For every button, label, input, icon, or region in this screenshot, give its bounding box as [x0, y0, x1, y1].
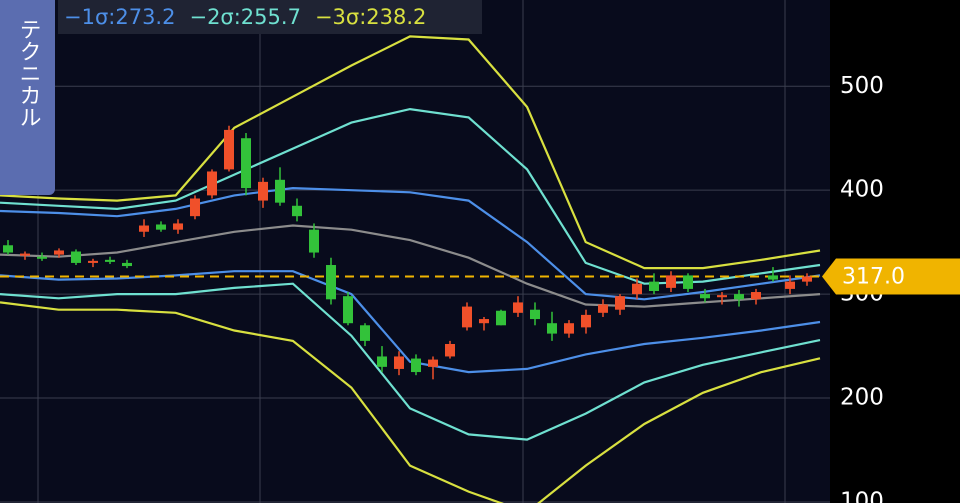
- candle-body: [122, 262, 132, 267]
- candle-body: [54, 250, 64, 255]
- plot-background: [0, 0, 830, 503]
- candle-body: [462, 306, 472, 328]
- candle-body: [700, 294, 710, 299]
- candle-body: [615, 296, 625, 310]
- candle-body: [37, 256, 47, 259]
- candle-body: [258, 181, 268, 201]
- candle-body: [632, 283, 642, 295]
- band-line: [0, 186, 821, 301]
- candle-body: [71, 251, 81, 263]
- candle-body: [190, 198, 200, 217]
- band-line: [0, 35, 821, 270]
- candle-body: [139, 225, 149, 232]
- candle-body: [275, 179, 285, 203]
- candle-body: [530, 309, 540, 320]
- candle-body: [802, 276, 812, 282]
- candle-body: [598, 304, 608, 313]
- candle-body: [428, 359, 438, 367]
- candle-body: [105, 259, 115, 262]
- candle-body: [734, 294, 744, 300]
- candle-body: [649, 281, 659, 291]
- candle-body: [20, 253, 30, 256]
- candle-body: [564, 323, 574, 334]
- band-line: [0, 301, 821, 503]
- band-line: [0, 282, 821, 441]
- price-tag-shape: [822, 258, 960, 295]
- y-tick-label: 200: [840, 385, 884, 411]
- candle-body: [768, 275, 778, 280]
- candle-body: [496, 310, 506, 326]
- candle-body: [224, 129, 234, 170]
- candle-body: [377, 356, 387, 367]
- candle-body: [717, 295, 727, 298]
- band-line: [0, 270, 821, 374]
- candle-body: [394, 356, 404, 369]
- candle-body: [241, 138, 251, 189]
- plot: [0, 35, 830, 503]
- legend-entry: −2σ:255.7: [189, 5, 301, 29]
- candle-body: [309, 229, 319, 253]
- candle-body: [292, 205, 302, 217]
- candle-body: [581, 314, 591, 328]
- candle-body: [360, 325, 370, 341]
- y-tick-label: 500: [840, 73, 884, 99]
- y-tick-label: 100: [840, 488, 884, 503]
- legend-entry: −1σ:273.2: [64, 5, 176, 29]
- legend: −1σ:273.2 −2σ:255.7 −3σ:238.2: [58, 0, 482, 34]
- price-tag: 317.0: [822, 258, 960, 295]
- candle-body: [513, 302, 523, 313]
- candle-body: [751, 292, 761, 300]
- y-tick-label: 400: [840, 177, 884, 203]
- legend-entry: −3σ:238.2: [314, 5, 427, 29]
- price-tag-label: 317.0: [842, 264, 905, 289]
- candle-body: [666, 275, 676, 288]
- candle-body: [343, 296, 353, 324]
- candle-body: [156, 224, 166, 230]
- candle-body: [445, 343, 455, 357]
- candle-body: [173, 223, 183, 230]
- candle-body: [88, 260, 98, 263]
- candle-body: [411, 358, 421, 373]
- candle-body: [683, 275, 693, 289]
- candle-body: [3, 245, 13, 253]
- technical-tab[interactable]: テクニカル: [0, 0, 55, 195]
- candle-body: [479, 319, 489, 324]
- candle-body: [547, 323, 557, 334]
- candle-body: [785, 281, 795, 289]
- candle-body: [326, 265, 336, 300]
- candle-body: [207, 171, 217, 196]
- band-line: [0, 224, 821, 308]
